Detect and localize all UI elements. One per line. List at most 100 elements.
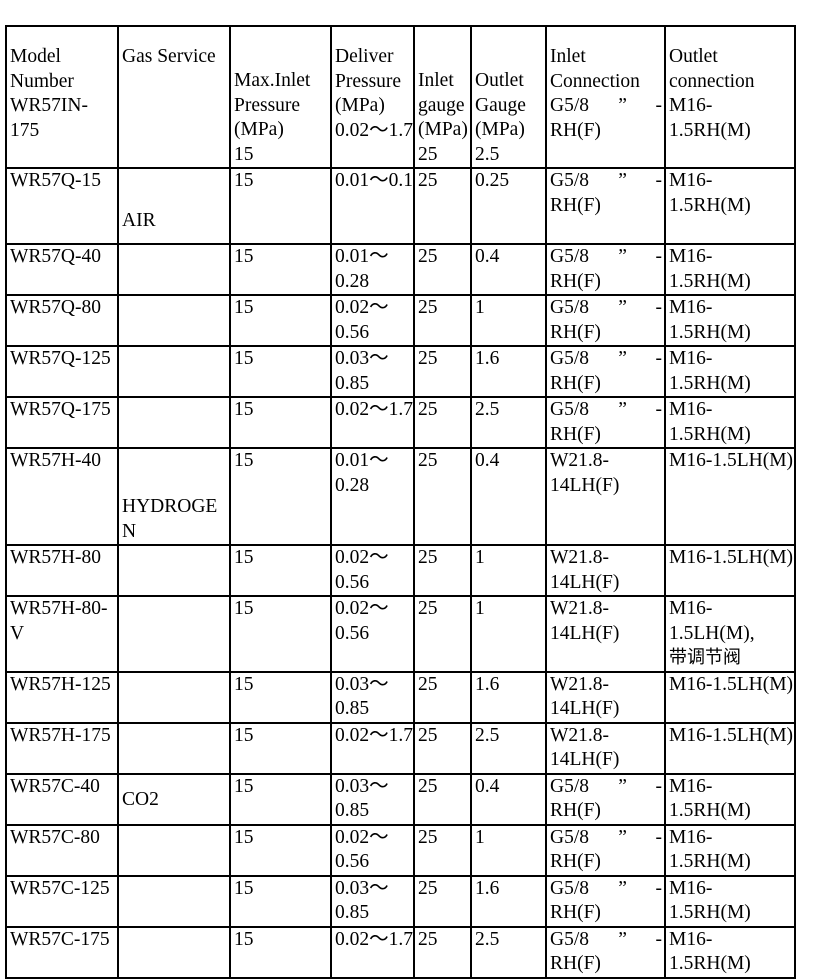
cell-deliver-pressure: Deliver Pressure (MPa) 0.02～1.7 bbox=[331, 26, 415, 169]
cell-inlet-gauge: 25 bbox=[414, 295, 472, 347]
table-row: WR57C-40 CO2 15 0.03～0.85 25 0.4 G5/8 ” - RH(F) M… bbox=[6, 773, 795, 826]
table-row: WR57Q-15 AIR 15 0.01～0.1 25 0.25 G5/8 ” - RH(F) M… bbox=[6, 168, 795, 245]
inlet-connection-thread: G5/8 ” bbox=[550, 297, 627, 318]
inlet-connection-thread: W21.8- bbox=[550, 598, 610, 619]
cell-max-inlet-pressure: 15 bbox=[230, 596, 332, 673]
cell-gas-service: AIR bbox=[118, 168, 231, 245]
gas-service-label: CO2 bbox=[122, 788, 159, 810]
cell-model-number: WR57C-125 bbox=[6, 875, 119, 928]
cell-inlet-gauge: 25 bbox=[414, 926, 472, 978]
cell-deliver-pressure: 0.03～0.85 bbox=[331, 875, 415, 928]
cell-outlet-connection: M16-1.5LH(M) bbox=[665, 722, 795, 775]
cell-inlet-connection: W21.8- 14LH(F) bbox=[546, 545, 666, 597]
cell-inlet-connection: G5/8 ” - RH(F) bbox=[546, 295, 666, 347]
cell-deliver-pressure: 0.02～0.56 bbox=[331, 545, 415, 597]
cell-deliver-pressure: 0.03～0.85 bbox=[331, 671, 415, 724]
cell-inlet-gauge: 25 bbox=[414, 671, 472, 724]
cell-gas-service: CO2 bbox=[118, 773, 231, 826]
cell-inlet-connection: G5/8 ” - RH(F) bbox=[546, 875, 666, 928]
cell-outlet-connection: M16-1.5RH(M) bbox=[665, 295, 795, 347]
cell-max-inlet-pressure: 15 bbox=[230, 244, 332, 296]
cell-model-number: WR57Q-40 bbox=[6, 244, 119, 296]
cell-inlet-connection: G5/8 ” - RH(F) bbox=[546, 824, 666, 877]
cell-gas-service: HYDROGEN bbox=[118, 448, 231, 546]
table-row: WR57Q-125 15 0.03～0.85 25 1.6 G5/8 ” - RH(F) M16… bbox=[6, 346, 795, 398]
column-header-outconn: Outlet connection bbox=[669, 46, 755, 92]
cell-gas-service bbox=[118, 596, 231, 673]
inlet-connection-thread: G5/8 ” bbox=[550, 877, 627, 899]
cell-model-number: WR57H-80-V bbox=[6, 596, 119, 673]
cell-outlet-connection: M16-1.5RH(M) bbox=[669, 928, 751, 975]
gas-service-label: AIR bbox=[122, 210, 156, 231]
inlet-connection-thread: G5/8 ” bbox=[550, 170, 627, 191]
cell-inlet-connection: W21.8- 14LH(F) bbox=[546, 722, 666, 775]
inlet-connection-suffix: RH(F) bbox=[550, 372, 601, 394]
cell-inlet-gauge: 25 bbox=[414, 346, 472, 398]
inlet-connection-suffix: RH(F) bbox=[550, 119, 601, 141]
inlet-connection-suffix: 14LH(F) bbox=[550, 749, 620, 770]
cell-gas-service bbox=[118, 295, 231, 347]
cell-model-number: WR57Q-80 bbox=[6, 295, 119, 347]
cell-model-number: WR57Q-15 bbox=[6, 168, 119, 245]
cell-deliver-pressure: 0.02～0.56 bbox=[331, 824, 415, 877]
cell-deliver-pressure: 0.01～0.1 bbox=[331, 168, 415, 245]
cell-inlet-connection: G5/8 ” - RH(F) bbox=[546, 244, 666, 296]
cell-model-number: WR57C-80 bbox=[6, 824, 119, 877]
cell-max-inlet-pressure: 15 bbox=[230, 168, 332, 245]
inlet-connection-suffix: 14LH(F) bbox=[550, 474, 620, 496]
inlet-connection-dash: - bbox=[655, 928, 663, 950]
column-header-outgauge: Outlet Gauge (MPa) bbox=[475, 70, 526, 140]
outlet-connection-value: M16-1.5RH(M) bbox=[669, 95, 751, 141]
cell-inlet-connection: W21.8- 14LH(F) bbox=[546, 448, 666, 546]
cell-outlet-gauge: 1 bbox=[471, 295, 547, 347]
inlet-connection-suffix: RH(F) bbox=[550, 851, 601, 872]
inlet-connection-dash: - bbox=[655, 877, 663, 899]
inlet-connection-thread: G5/8 ” bbox=[550, 348, 627, 369]
cell-model-number: WR57H-40 bbox=[6, 448, 119, 546]
cell-inlet-gauge-value: 25 bbox=[418, 143, 438, 165]
inlet-connection-thread: W21.8- bbox=[550, 673, 610, 695]
inlet-connection-thread: W21.8- bbox=[550, 450, 610, 471]
column-header-maxin: Max.Inlet Pressure (MPa) bbox=[234, 70, 311, 140]
cell-inlet-gauge: 25 bbox=[414, 545, 472, 597]
cell-outlet-gauge-value: 2.5 bbox=[475, 143, 500, 165]
cell-outlet-connection: M16-1.5RH(M) bbox=[665, 875, 795, 928]
inlet-connection-suffix: RH(F) bbox=[550, 270, 601, 292]
cell-model-number: WR57C-175 bbox=[6, 926, 119, 978]
cell-deliver-pressure: 0.01～0.28 bbox=[331, 244, 415, 296]
cell-gas-service bbox=[118, 346, 231, 398]
cell-deliver-pressure-value: 0.02～1.7 bbox=[335, 119, 414, 141]
cell-deliver-pressure: 0.03～0.85 bbox=[331, 346, 415, 398]
cell-max-inlet-pressure: 15 bbox=[230, 545, 332, 597]
cell-deliver-pressure: 0.02～1.7 bbox=[331, 397, 415, 449]
column-header-inconn: Inlet Connection bbox=[550, 46, 640, 92]
column-header-model: Model Number bbox=[10, 46, 74, 92]
cell-outlet-gauge: 1.6 bbox=[471, 346, 547, 398]
specification-table-container: Model Number WR57IN-175 Gas Service Max.Inle… bbox=[5, 25, 796, 979]
outlet-connection-note: 带调节阀 bbox=[669, 647, 741, 668]
cell-inlet-connection: W21.8- 14LH(F) bbox=[546, 671, 666, 724]
cell-outlet-connection: Outlet connection M16-1.5RH(M) bbox=[665, 26, 795, 169]
cell-inlet-connection: G5/8 ” - RH(F) bbox=[546, 168, 666, 245]
gas-regulator-specification-table: Model Number WR57IN-175 Gas Service Max.Inle… bbox=[5, 25, 796, 979]
cell-inlet-connection: G5/8 ” - RH(F) bbox=[546, 346, 666, 398]
table-row: WR57H-125 15 0.03～0.85 25 1.6 W21.8- 14LH(F) M1… bbox=[6, 671, 795, 724]
inlet-connection-dash: - bbox=[655, 246, 663, 267]
column-header-ingauge: Inlet gauge (MPa) bbox=[418, 70, 468, 140]
inlet-connection-thread: G5/8 ” bbox=[550, 246, 627, 267]
cell-outlet-gauge: 0.4 bbox=[471, 244, 547, 296]
cell-outlet-gauge: 1 bbox=[471, 824, 547, 877]
cell-inlet-gauge: 25 bbox=[414, 397, 472, 449]
inlet-connection-dash: - bbox=[655, 826, 663, 848]
inlet-connection-suffix: RH(F) bbox=[550, 194, 601, 216]
cell-inlet-gauge: 25 bbox=[414, 596, 472, 673]
cell-inlet-gauge: 25 bbox=[414, 824, 472, 877]
cell-gas-service bbox=[118, 875, 231, 928]
cell-deliver-pressure: 0.02～1.7 bbox=[331, 926, 415, 978]
table-row: WR57H-80-V 15 0.02～0.56 25 1 W21.8- 14LH(F) M16… bbox=[6, 596, 795, 673]
cell-inlet-connection: W21.8- 14LH(F) bbox=[546, 596, 666, 673]
inlet-connection-dash: - bbox=[655, 95, 663, 116]
cell-deliver-pressure: 0.03～0.85 bbox=[331, 773, 415, 826]
cell-max-inlet-pressure: 15 bbox=[230, 671, 332, 724]
cell-outlet-gauge: 1 bbox=[471, 545, 547, 597]
